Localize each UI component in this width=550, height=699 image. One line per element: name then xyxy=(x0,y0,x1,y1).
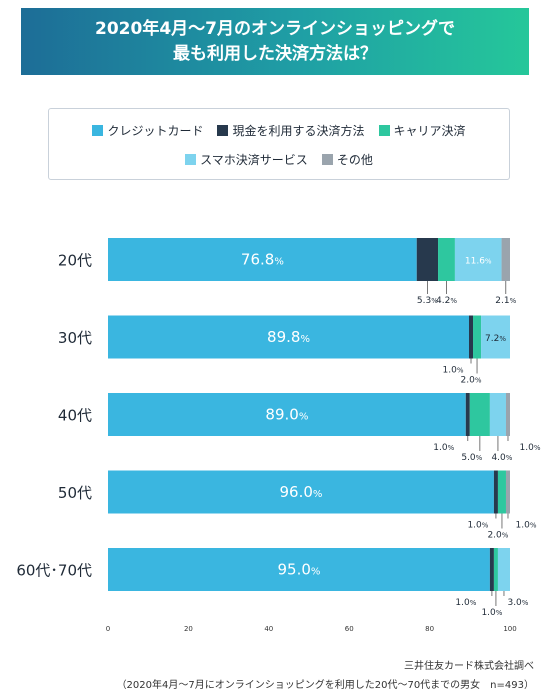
bar-segment-3-2 xyxy=(497,470,506,514)
legend: クレジットカード 現金を利用する決済方法 キャリア決済 スマホ決済サービス その… xyxy=(48,108,510,180)
chart-title-line1: 2020年4月〜7月のオンラインショッピングで xyxy=(95,18,455,39)
legend-item-carrier: キャリア決済 xyxy=(378,122,466,139)
data-label-1-1: 1.0% xyxy=(443,366,464,376)
bar-segment-4-1 xyxy=(489,548,494,591)
stacked-bar-chart: 20代 76.8%5.3%4.2%11.6%2.1%30代 89.8%1.0%2.0… xyxy=(16,238,541,633)
legend-row-1: クレジットカード 現金を利用する決済方法 キャリア決済 xyxy=(49,122,509,139)
bar-segment-1-3 xyxy=(481,315,510,359)
x-tick-label-0: 0 xyxy=(106,625,110,633)
data-label-4-0: 95.0% xyxy=(277,561,320,579)
data-label-0-4: 2.1% xyxy=(495,296,516,306)
data-label-4-3: 3.0% xyxy=(507,598,528,608)
bar-segment-2-2 xyxy=(469,393,490,436)
survey-note: （2020年4月〜7月にオンラインショッピングを利用した20代〜70代までの男女… xyxy=(116,680,534,691)
x-tick-label-5: 100 xyxy=(503,625,516,633)
data-label-0-2: 4.2% xyxy=(436,296,457,306)
data-label-4-2: 1.0% xyxy=(481,608,502,618)
data-label-4-1: 1.0% xyxy=(455,598,476,608)
data-label-2-0: 89.0% xyxy=(265,406,308,424)
legend-label-carrier: キャリア決済 xyxy=(393,124,466,138)
data-label-2-2: 5.0% xyxy=(461,453,482,463)
category-label-3: 50代 xyxy=(58,484,92,502)
bar-segment-1-2 xyxy=(473,315,482,359)
category-label-4: 60代･70代 xyxy=(16,562,92,580)
legend-swatch-cash xyxy=(217,125,229,136)
bar-segment-2-1 xyxy=(465,393,470,436)
legend-label-smartphone: スマホ決済サービス xyxy=(200,153,308,167)
bar-segment-4-0 xyxy=(108,548,490,591)
data-label-0-0: 76.8% xyxy=(241,251,284,269)
x-tick-label-2: 40 xyxy=(264,625,273,633)
category-label-0: 20代 xyxy=(58,252,92,270)
legend-swatch-credit-card xyxy=(92,125,104,136)
bar-segment-2-4 xyxy=(505,393,510,436)
legend-label-credit-card: クレジットカード xyxy=(107,124,204,138)
data-label-3-4: 1.0% xyxy=(515,521,536,531)
bar-segment-4-2 xyxy=(493,548,498,591)
category-label-1: 30代 xyxy=(58,329,92,347)
bar-segment-3-1 xyxy=(493,470,498,514)
bar-segment-1-0 xyxy=(108,315,469,359)
legend-swatch-carrier xyxy=(378,125,390,136)
legend-label-other: その他 xyxy=(336,153,373,167)
data-label-0-3: 11.6% xyxy=(465,257,492,267)
data-label-1-2: 2.0% xyxy=(461,376,482,386)
bar-segment-4-3 xyxy=(497,548,510,591)
data-label-3-1: 1.0% xyxy=(467,521,488,531)
bar-segment-0-2 xyxy=(438,238,455,281)
bar-segment-0-1 xyxy=(416,238,439,281)
bar-segment-3-4 xyxy=(505,470,510,514)
bar-segment-0-3 xyxy=(454,238,502,281)
bar-segment-3-0 xyxy=(108,470,494,514)
x-tick-label-4: 80 xyxy=(425,625,434,633)
category-label-2: 40代 xyxy=(58,407,92,425)
data-label-3-2: 2.0% xyxy=(487,531,508,541)
legend-item-other: その他 xyxy=(321,151,373,168)
bar-segment-0-4 xyxy=(501,238,510,281)
legend-swatch-smartphone xyxy=(185,154,197,165)
legend-item-smartphone: スマホ決済サービス xyxy=(185,151,308,168)
data-label-2-4: 1.0% xyxy=(519,443,540,453)
legend-label-cash: 現金を利用する決済方法 xyxy=(232,124,365,138)
bar-segment-1-1 xyxy=(468,315,474,359)
data-label-2-1: 1.0% xyxy=(433,443,454,453)
data-label-1-3: 7.2% xyxy=(485,334,506,344)
data-label-2-3: 4.0% xyxy=(491,453,512,463)
data-label-3-0: 96.0% xyxy=(279,483,322,501)
bar-segment-2-0 xyxy=(108,393,466,436)
legend-item-cash: 現金を利用する決済方法 xyxy=(217,122,365,139)
data-label-0-1: 5.3% xyxy=(417,296,438,306)
data-label-1-0: 89.8% xyxy=(267,328,310,346)
source-credit: 三井住友カード株式会社調べ xyxy=(404,661,534,672)
legend-swatch-other xyxy=(321,154,333,165)
bar-segment-2-3 xyxy=(489,393,506,436)
x-tick-label-1: 20 xyxy=(184,625,193,633)
title-banner: 2020年4月〜7月のオンラインショッピングで 最も利用した決済方法は？ xyxy=(21,8,529,75)
x-tick-label-3: 60 xyxy=(345,625,354,633)
chart-title-line2: 最も利用した決済方法は？ xyxy=(173,43,377,64)
bar-segment-0-0 xyxy=(108,238,417,281)
legend-item-credit-card: クレジットカード xyxy=(92,122,203,139)
legend-row-2: スマホ決済サービス その他 xyxy=(49,151,509,168)
